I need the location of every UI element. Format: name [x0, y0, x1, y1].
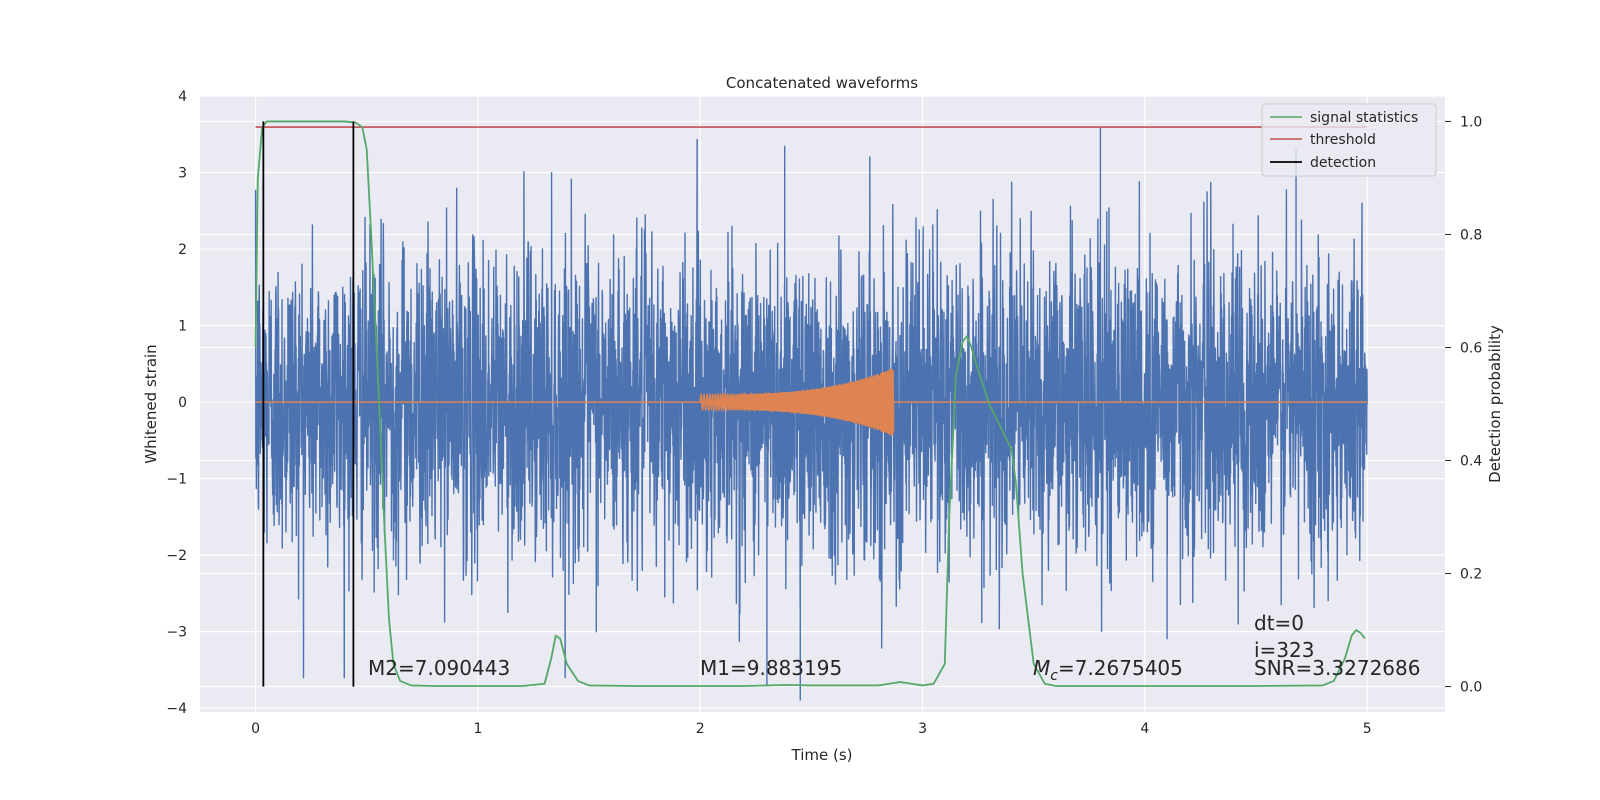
legend-label-signal: signal statistics: [1310, 110, 1418, 126]
x-axis-label: Time (s): [791, 746, 853, 764]
signal-statistics-series: [254, 120, 1366, 687]
y-tick-label: 3: [178, 166, 187, 182]
legend: signal statistics threshold detection: [1261, 103, 1437, 177]
x-tick-label: 2: [696, 721, 705, 737]
strain-series: [254, 126, 1368, 701]
annotation-mc: Mc=7.2675405: [1033, 656, 1183, 684]
y2-tick-label: 0.2: [1460, 567, 1482, 583]
y-tick-label: −1: [166, 472, 187, 488]
y2-tick-label: 0.8: [1460, 227, 1482, 243]
tick-labels: 0 1 2 3 4 5 −4 −3 −2 −1 0 1 2 3 4 0.0 0.2 0.4 0.6 0.8 1.0: [166, 89, 1482, 737]
y-tick-label: −2: [166, 548, 187, 564]
x-tick-label: 0: [251, 721, 260, 737]
x-tick-label: 4: [1140, 721, 1149, 737]
y-tick-label: 4: [178, 89, 187, 105]
annotation-mc-value: =7.2675405: [1058, 656, 1183, 680]
y-tick-label: 2: [178, 242, 187, 258]
y2-tick-label: 0.0: [1460, 680, 1482, 696]
x-tick-label: 5: [1363, 721, 1372, 737]
y-axis-label: Whitened strain: [142, 344, 160, 463]
x-tick-label: 3: [918, 721, 927, 737]
y-tick-label: 1: [178, 319, 187, 335]
annotation-m2: M2=7.090443: [368, 656, 510, 680]
annotation-dt: dt=0: [1254, 611, 1304, 635]
y2-tick-label: 1.0: [1460, 114, 1482, 130]
annotation-mc-subscript: c: [1050, 668, 1058, 684]
series-layer: [254, 120, 1368, 701]
y-tick-label: −3: [166, 625, 187, 641]
template-waveform-series: [255, 368, 1368, 436]
annotation-i: i=323: [1254, 638, 1315, 662]
y-tick-label: 0: [178, 395, 187, 411]
legend-label-threshold: threshold: [1310, 132, 1376, 148]
chart-title: Concatenated waveforms: [726, 74, 918, 92]
annotation-m1: M1=9.883195: [700, 656, 842, 680]
y-tick-label: −4: [166, 701, 187, 717]
annotation-snr: SNR=3.3272686: [1254, 656, 1420, 680]
y2-axis-label: Detection probability: [1486, 325, 1504, 483]
x-tick-label: 1: [473, 721, 482, 737]
y2-tick-label: 0.4: [1460, 454, 1482, 470]
y2-tick-label: 0.6: [1460, 340, 1482, 356]
legend-box: [1261, 103, 1437, 177]
annotation-mc-symbol: M: [1033, 656, 1050, 680]
legend-label-detection: detection: [1310, 155, 1376, 171]
